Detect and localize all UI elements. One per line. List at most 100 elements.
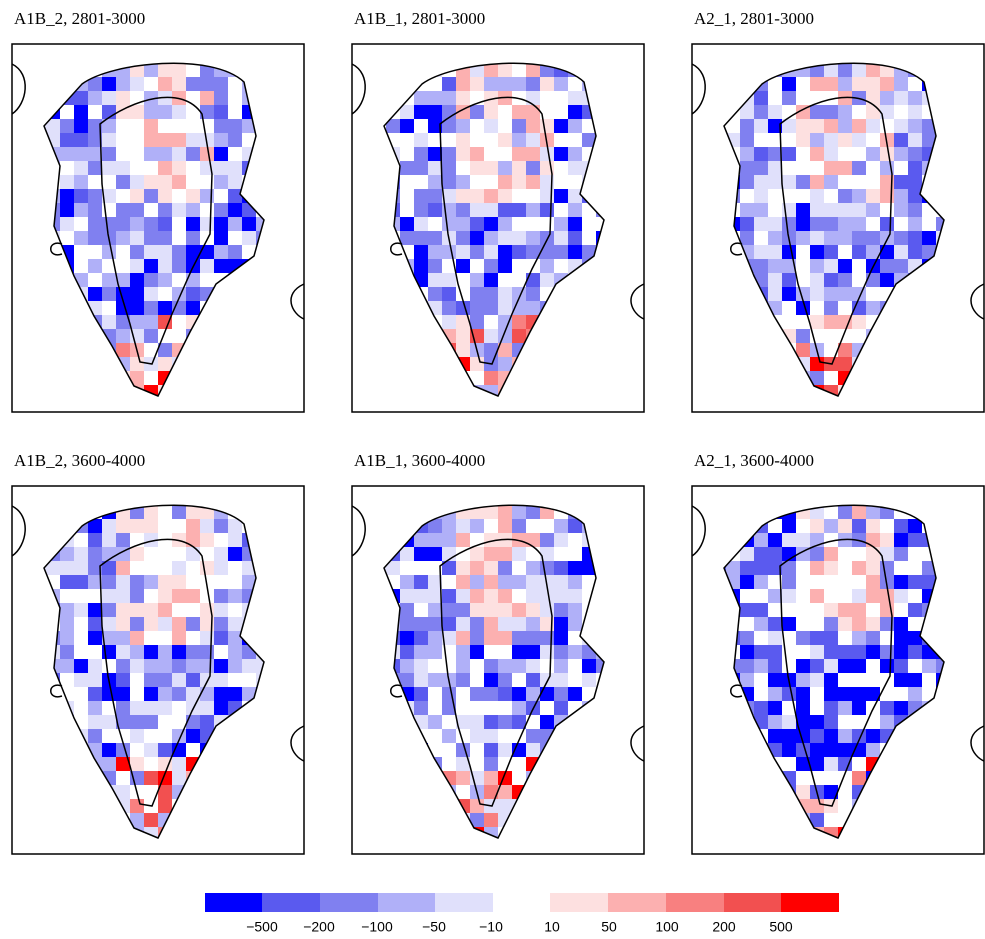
map-cell — [922, 827, 936, 839]
map-cell — [200, 343, 214, 357]
map-cell — [228, 161, 242, 175]
map-cell — [922, 49, 936, 63]
map-cell — [256, 659, 264, 673]
map-cell — [768, 161, 782, 175]
map-cell — [950, 399, 964, 413]
map-cell — [610, 385, 624, 399]
map-cell — [214, 827, 228, 839]
map-cell — [60, 659, 74, 673]
map-cell — [130, 659, 144, 673]
map-cell — [470, 399, 484, 413]
map-cell — [386, 273, 400, 287]
map-cell — [922, 343, 936, 357]
map-cell — [526, 687, 540, 701]
map-cell — [270, 547, 284, 561]
map-cell — [74, 105, 88, 119]
map-cell — [74, 813, 88, 827]
map-cell — [568, 841, 582, 855]
map-cell — [894, 371, 908, 385]
map-cell — [384, 757, 386, 771]
map-cell — [60, 813, 74, 827]
map-cell — [384, 63, 386, 77]
map-cell — [256, 315, 264, 329]
colorbar-swatch — [262, 893, 320, 912]
map-cell — [754, 757, 768, 771]
map-cell — [880, 715, 894, 729]
map-cell — [894, 357, 908, 371]
map-cell — [60, 77, 74, 91]
map-cell — [470, 813, 484, 827]
map-cell — [768, 659, 782, 673]
map-cell — [470, 841, 484, 855]
map-cell — [540, 533, 554, 547]
map-cell — [796, 385, 810, 397]
map-cell — [44, 273, 46, 287]
map-cell — [144, 743, 158, 757]
map-cell — [144, 505, 158, 519]
map-cell — [270, 399, 284, 413]
map-cell — [414, 589, 428, 603]
map-cell — [456, 631, 470, 645]
map-cell — [540, 77, 554, 91]
map-cell — [610, 813, 624, 827]
map-cell — [44, 603, 46, 617]
map-panel — [11, 485, 305, 855]
map-cell — [754, 161, 768, 175]
map-cell — [838, 63, 852, 77]
map-cell — [228, 491, 242, 505]
map-cell — [144, 287, 158, 301]
land-contour — [11, 63, 26, 115]
map-cell — [512, 491, 526, 505]
map-cell — [484, 231, 498, 245]
map-cell — [908, 343, 922, 357]
map-cell — [810, 589, 824, 603]
map-cell — [810, 547, 824, 561]
map-cell — [102, 743, 116, 757]
map-cell — [442, 287, 456, 301]
map-cell — [442, 701, 456, 715]
map-cell — [270, 715, 284, 729]
map-cell — [866, 63, 880, 77]
map-cell — [950, 841, 964, 855]
map-cell — [74, 491, 88, 505]
map-cell — [526, 743, 540, 757]
map-cell — [270, 315, 284, 329]
map-cell — [936, 757, 944, 771]
map-cell — [810, 399, 824, 413]
map-cell — [568, 757, 582, 771]
map-cell — [242, 287, 256, 301]
map-cell — [596, 715, 604, 729]
map-cell — [384, 343, 386, 357]
map-cell — [46, 603, 60, 617]
map-cell — [228, 189, 242, 203]
map-cell — [214, 287, 228, 301]
map-cell — [256, 771, 264, 785]
map-cell — [498, 217, 512, 231]
map-cell — [950, 161, 964, 175]
map-cell — [186, 273, 200, 287]
map-cell — [596, 301, 604, 315]
map-cell — [88, 687, 102, 701]
map-cell — [74, 827, 88, 839]
map-cell — [852, 189, 866, 203]
map-cell — [950, 757, 964, 771]
map-cell — [242, 841, 256, 855]
map-cell — [950, 575, 964, 589]
map-cell — [256, 841, 270, 855]
map-cell — [102, 189, 116, 203]
map-cell — [754, 245, 768, 259]
map-cell — [838, 701, 852, 715]
map-cell — [838, 399, 852, 413]
map-cell — [582, 827, 596, 839]
map-cell — [582, 799, 596, 813]
map-cell — [88, 217, 102, 231]
map-cell — [242, 371, 256, 385]
map-cell — [554, 189, 568, 203]
map-cell — [214, 701, 228, 715]
land-contour — [390, 242, 403, 256]
map-cell — [32, 841, 46, 855]
map-cell — [582, 757, 596, 771]
map-cell — [540, 589, 554, 603]
map-cell — [400, 119, 414, 133]
map-cell — [810, 315, 824, 329]
